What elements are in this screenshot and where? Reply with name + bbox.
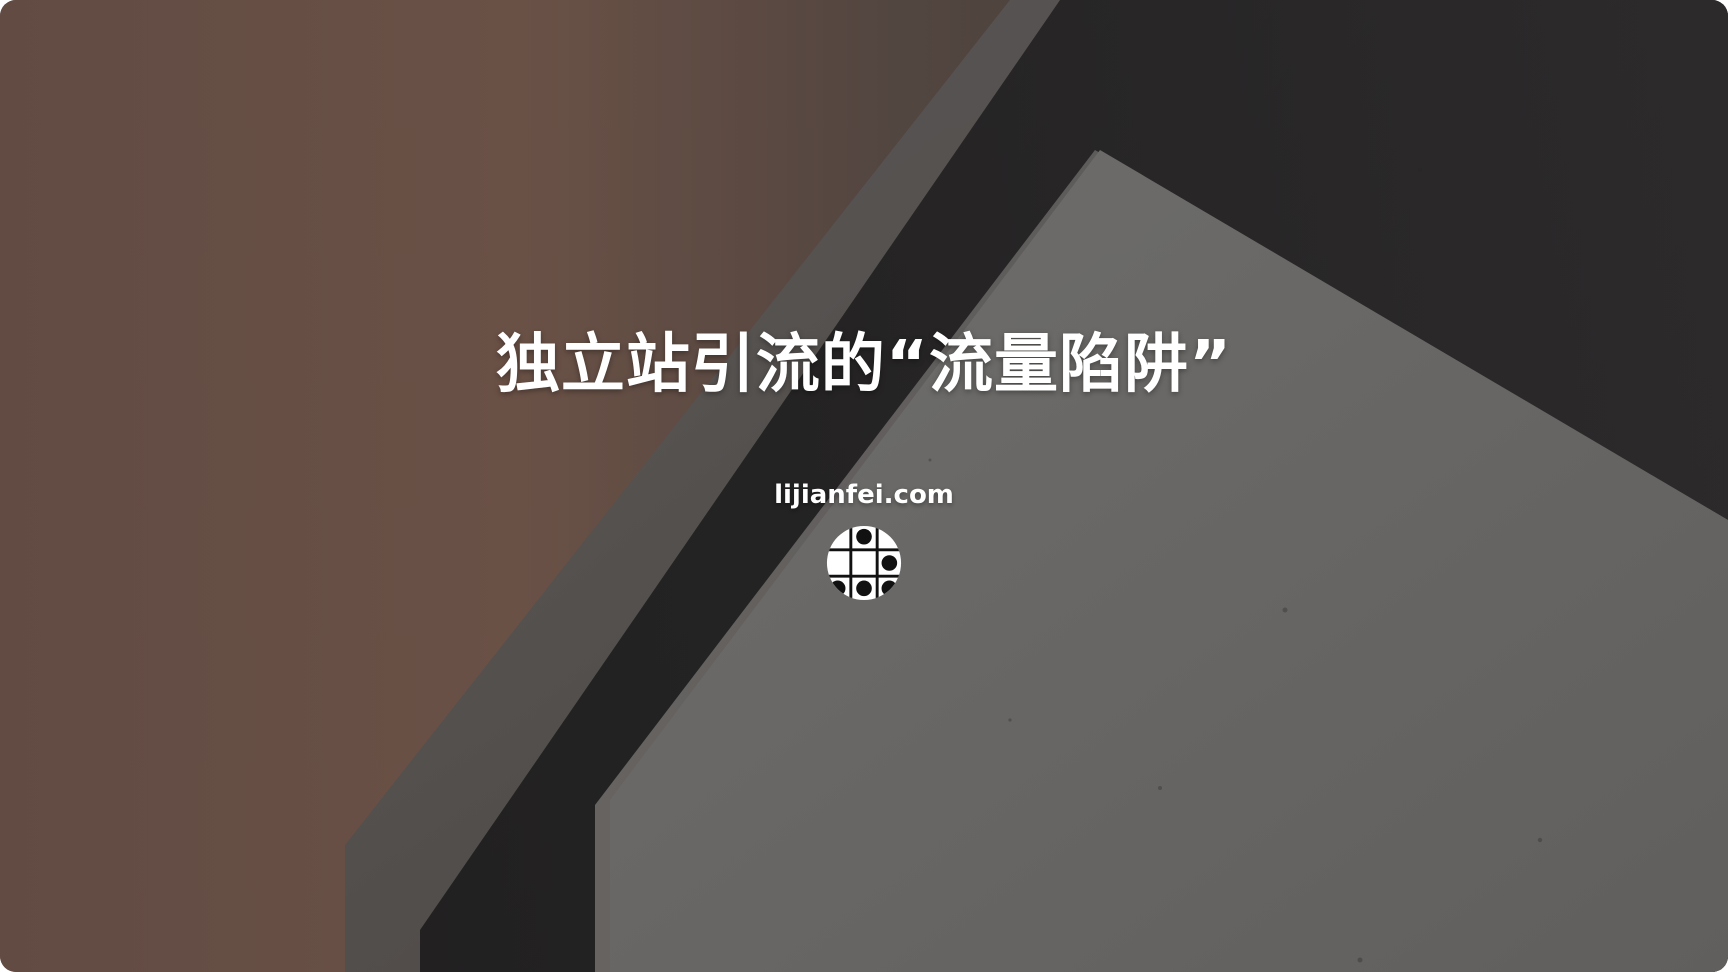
hero-card: 独立站引流的“流量陷阱” lijianfei.com xyxy=(0,0,1728,972)
background-photo xyxy=(0,0,1728,972)
